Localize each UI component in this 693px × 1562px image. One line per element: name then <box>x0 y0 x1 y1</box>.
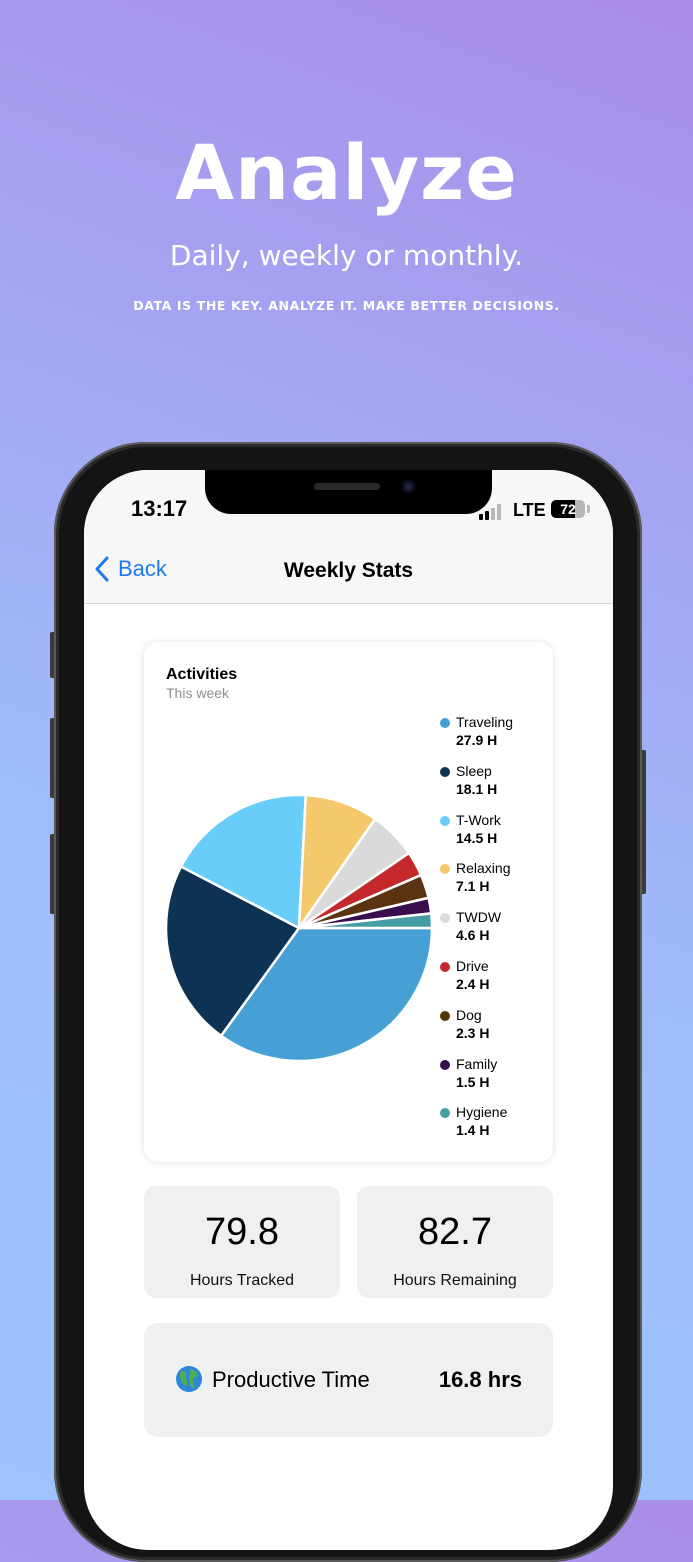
legend-value: 1.4 H <box>456 1122 490 1139</box>
legend-name: TWDW <box>456 909 502 926</box>
legend-value: 1.5 H <box>456 1073 490 1090</box>
back-button[interactable]: Back <box>94 556 167 582</box>
activities-card: Activities This week Traveling 27.9 H Slee… <box>144 642 553 1162</box>
hero-subtitle: Daily, weekly or monthly. <box>169 239 524 272</box>
legend-value: 14.5 H <box>456 829 498 846</box>
hours-remaining-card: 82.7 Hours Remaining <box>357 1186 553 1298</box>
phone-screen: 13:17 LTE 72 Back Weekly Stats Activitie… <box>84 470 613 1550</box>
battery-percent: 72 <box>560 501 576 517</box>
legend-value: 4.6 H <box>456 927 490 944</box>
legend-item: TWDW 4.6 H <box>440 909 550 949</box>
network-type: LTE <box>513 500 546 520</box>
legend-name: Dog <box>456 1006 482 1023</box>
legend-name: Family <box>456 1055 498 1072</box>
productive-time-label: Productive Time <box>212 1367 370 1392</box>
page-title: Weekly Stats <box>283 559 414 582</box>
hours-tracked-value: 79.8 <box>205 1211 279 1253</box>
signal-bar <box>491 508 495 520</box>
battery-level <box>551 500 576 518</box>
legend-value: 7.1 H <box>456 878 490 895</box>
activities-pie-chart <box>164 793 434 1063</box>
hours-tracked-label: Hours Tracked <box>189 1272 295 1289</box>
legend-value: 18.1 H <box>456 780 498 797</box>
legend-item: Hygiene 1.4 H <box>440 1104 550 1144</box>
legend-item: Relaxing 7.1 H <box>440 860 550 900</box>
phone-volume-up-button <box>50 718 56 798</box>
legend-name: Relaxing <box>456 860 511 877</box>
speaker-grille <box>314 483 380 490</box>
pie-slice-hygiene <box>297 912 434 930</box>
pie-slice-traveling <box>219 926 434 1063</box>
signal-bar <box>479 514 483 520</box>
legend-name: Sleep <box>456 762 492 779</box>
legend-item: Traveling 27.9 H <box>440 714 550 754</box>
legend-swatch <box>440 766 450 777</box>
legend-swatch <box>440 1059 450 1070</box>
legend-swatch <box>440 864 450 875</box>
legend-value: 27.9 H <box>456 732 498 748</box>
signal-icon <box>479 504 503 520</box>
camera-icon <box>402 480 415 493</box>
pie-slice-t-work <box>179 793 308 930</box>
pie-slice-sleep <box>164 865 301 1038</box>
phone-volume-down-button <box>50 834 56 914</box>
legend-value: 2.3 H <box>456 1024 490 1041</box>
productive-time-card[interactable]: Productive Time 16.8 hrs <box>144 1323 553 1437</box>
hero-tagline: DATA IS THE KEY. ANALYZE IT. MAKE BETTER… <box>133 298 560 313</box>
globe-icon <box>176 1366 202 1392</box>
legend-item: T-Work 14.5 H <box>440 812 550 852</box>
hours-remaining-label: Hours Remaining <box>393 1272 517 1289</box>
card-subtitle: This week <box>166 685 230 701</box>
chevron-left-icon <box>95 556 109 582</box>
phone-notch <box>205 470 492 514</box>
legend-swatch <box>440 1108 450 1119</box>
hours-remaining-value: 82.7 <box>418 1211 492 1253</box>
card-title: Activities <box>166 666 238 683</box>
battery-icon: 72 <box>551 500 585 518</box>
battery-cap <box>587 505 590 513</box>
legend-name: Hygiene <box>456 1104 508 1121</box>
signal-bar <box>485 511 489 520</box>
hero-title: Analyze <box>175 128 518 217</box>
productive-time-value: 16.8 hrs <box>438 1367 522 1392</box>
phone-power-button <box>640 750 646 894</box>
legend-swatch <box>440 962 450 972</box>
legend-item: Family 1.5 H <box>440 1056 550 1096</box>
legend-item: Drive 2.4 H <box>440 958 550 998</box>
legend-swatch <box>440 913 450 924</box>
legend-swatch <box>440 718 450 728</box>
back-label: Back <box>118 556 167 581</box>
legend-name: Traveling <box>456 714 514 730</box>
legend-value: 2.4 H <box>456 976 490 992</box>
status-time: 13:17 <box>131 496 188 521</box>
legend-name: T-Work <box>456 811 501 828</box>
phone-silent-switch <box>50 632 56 678</box>
legend-item: Sleep 18.1 H <box>440 763 550 803</box>
signal-bar <box>497 504 501 520</box>
hours-tracked-card: 79.8 Hours Tracked <box>144 1186 340 1298</box>
legend-item: Dog 2.3 H <box>440 1007 550 1047</box>
legend-swatch <box>440 815 450 826</box>
legend-name: Drive <box>456 958 489 974</box>
legend-swatch <box>440 1010 450 1021</box>
